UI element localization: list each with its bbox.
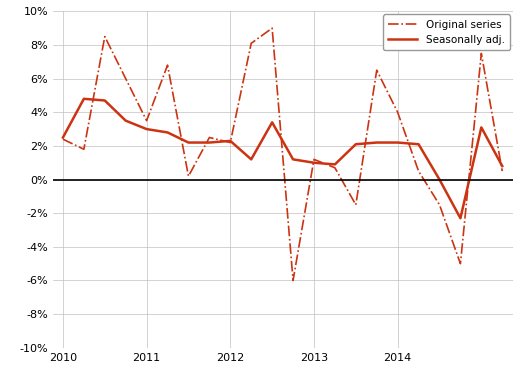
Original series: [332, 166, 338, 170]
Line: Original series: Original series: [63, 28, 502, 280]
Original series: [227, 140, 233, 145]
Seasonally adj.: [290, 157, 296, 162]
Seasonally adj.: [227, 139, 233, 143]
Seasonally adj.: [415, 142, 422, 147]
Seasonally adj.: [60, 135, 66, 140]
Original series: [436, 203, 443, 207]
Original series: [102, 34, 108, 39]
Original series: [206, 135, 213, 140]
Seasonally adj.: [457, 216, 463, 220]
Original series: [123, 76, 129, 81]
Original series: [373, 68, 380, 73]
Original series: [143, 118, 150, 123]
Original series: [248, 41, 254, 46]
Seasonally adj.: [123, 118, 129, 123]
Original series: [395, 110, 401, 115]
Original series: [185, 174, 191, 178]
Seasonally adj.: [373, 140, 380, 145]
Original series: [60, 137, 66, 141]
Original series: [269, 26, 275, 31]
Seasonally adj.: [81, 96, 87, 101]
Seasonally adj.: [311, 161, 317, 165]
Seasonally adj.: [102, 98, 108, 103]
Seasonally adj.: [353, 142, 359, 147]
Seasonally adj.: [185, 140, 191, 145]
Seasonally adj.: [248, 157, 254, 162]
Seasonally adj.: [436, 177, 443, 182]
Original series: [353, 203, 359, 207]
Seasonally adj.: [165, 130, 171, 135]
Seasonally adj.: [478, 125, 485, 130]
Original series: [415, 169, 422, 174]
Seasonally adj.: [269, 120, 275, 125]
Original series: [81, 147, 87, 152]
Seasonally adj.: [332, 162, 338, 167]
Seasonally adj.: [143, 127, 150, 132]
Original series: [165, 63, 171, 67]
Original series: [290, 278, 296, 283]
Seasonally adj.: [499, 164, 505, 168]
Seasonally adj.: [395, 140, 401, 145]
Legend: Original series, Seasonally adj.: Original series, Seasonally adj.: [383, 14, 510, 50]
Original series: [478, 51, 485, 56]
Original series: [457, 262, 463, 266]
Line: Seasonally adj.: Seasonally adj.: [63, 99, 502, 218]
Original series: [311, 157, 317, 162]
Seasonally adj.: [206, 140, 213, 145]
Original series: [499, 169, 505, 174]
